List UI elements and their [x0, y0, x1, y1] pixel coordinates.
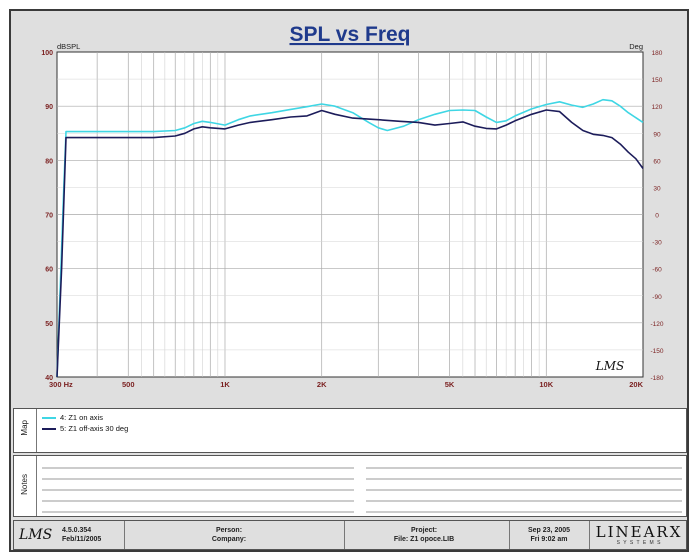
x-tick: 20K [629, 380, 643, 389]
brand-name: LINEARX [595, 523, 683, 541]
footer-divider-3 [509, 521, 510, 549]
footer-time: Fri 9:02 am [530, 536, 568, 543]
notes-panel: Notes [13, 455, 687, 517]
footer-divider-2 [344, 521, 345, 549]
y-tick-left: 50 [45, 321, 53, 328]
ticks: 100 90 80 70 60 50 40 180 150 120 90 60 30 0 -30 -60 -90… [41, 50, 664, 389]
project-label: Project: [410, 527, 438, 534]
x-tick: 500 [122, 380, 135, 389]
footer-date: Sep 23, 2005 [527, 527, 571, 534]
file-label: File: Z1 opoce.LIB [393, 536, 455, 543]
y-axis-right-label: Deg [629, 42, 643, 51]
y-tick-left: 60 [45, 267, 53, 274]
lms-logo: LMS [19, 527, 53, 543]
project-info: Project: File: Z1 opoce.LIB [359, 526, 489, 544]
legend-swatch-off-axis [42, 427, 56, 430]
map-label: Map [20, 420, 29, 436]
footer-divider-4 [589, 521, 590, 549]
x-tick: 10K [539, 380, 553, 389]
y-tick-right: -120 [650, 321, 663, 328]
chart-title: SPL vs Freq [290, 23, 411, 46]
y-tick-right: 180 [652, 50, 663, 57]
grid [57, 52, 643, 377]
legend-swatch-on-axis [42, 416, 56, 419]
x-tick: 1K [220, 380, 230, 389]
lms-plot-mark: LMS [595, 359, 624, 373]
person-info: Person: Company: [174, 526, 284, 544]
series-group [56, 98, 644, 378]
version-number: 4.5.0.354 [62, 527, 92, 534]
x-tick: 2K [317, 380, 327, 389]
footer-divider-1 [124, 521, 125, 549]
notes-lines [42, 467, 682, 513]
y-tick-right: 120 [652, 104, 663, 111]
x-tick: 300 Hz [49, 380, 73, 389]
y-axis-left-label: dBSPL [57, 42, 80, 51]
y-tick-right: 90 [653, 131, 661, 138]
footer-panel: LMS 4.5.0.354 Feb/11/2005 Person: Compan… [13, 520, 687, 550]
y-tick-left: 100 [41, 50, 53, 57]
notes-divider [36, 456, 37, 516]
legend-item-off-axis: 5: Z1 off-axis 30 deg [42, 424, 128, 433]
series-line-on-axis [56, 98, 644, 378]
y-tick-right: 150 [652, 77, 663, 84]
date-info: Sep 23, 2005 Fri 9:02 am [514, 526, 584, 544]
series-line-off-axis [56, 109, 644, 378]
map-divider [36, 409, 37, 452]
y-tick-left: 80 [45, 158, 53, 165]
y-tick-left: 90 [45, 104, 53, 111]
y-tick-right: -60 [652, 267, 662, 274]
y-tick-right: -30 [652, 240, 662, 247]
y-tick-left: 70 [45, 213, 53, 220]
brand-subtitle: S Y S T E M S [616, 540, 662, 546]
y-tick-right: 0 [655, 213, 659, 220]
version-info: 4.5.0.354 Feb/11/2005 [62, 526, 101, 544]
version-date: Feb/11/2005 [62, 536, 102, 543]
brand-logo: LINEARX S Y S T E M S [594, 524, 684, 546]
y-tick-left: 40 [45, 375, 53, 382]
y-tick-right: -180 [650, 375, 663, 382]
legend-label-on-axis: 4: Z1 on axis [60, 413, 103, 422]
y-tick-right: -90 [652, 294, 662, 301]
y-tick-right: 60 [653, 158, 661, 165]
y-tick-right: -150 [650, 348, 663, 355]
legend-item-on-axis: 4: Z1 on axis [42, 413, 103, 422]
map-panel: Map 4: Z1 on axis 5: Z1 off-axis 30 deg [13, 408, 687, 453]
legend-label-off-axis: 5: Z1 off-axis 30 deg [60, 424, 129, 433]
x-tick: 5K [445, 380, 455, 389]
company-label: Company: [211, 536, 247, 543]
person-label: Person: [215, 527, 243, 534]
y-tick-right: 30 [653, 185, 661, 192]
